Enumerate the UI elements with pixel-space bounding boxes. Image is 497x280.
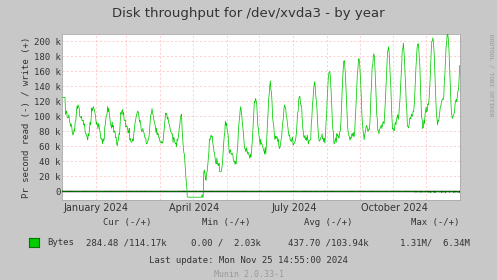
Text: Disk throughput for /dev/xvda3 - by year: Disk throughput for /dev/xvda3 - by year: [112, 7, 385, 20]
Text: Bytes: Bytes: [47, 238, 74, 247]
Y-axis label: Pr second read (-) / write (+): Pr second read (-) / write (+): [22, 36, 31, 197]
Text: 1.31M/  6.34M: 1.31M/ 6.34M: [400, 238, 470, 247]
Text: 0.00 /  2.03k: 0.00 / 2.03k: [191, 238, 261, 247]
Text: Last update: Mon Nov 25 14:55:00 2024: Last update: Mon Nov 25 14:55:00 2024: [149, 256, 348, 265]
Text: 284.48 /114.17k: 284.48 /114.17k: [86, 238, 167, 247]
Text: 437.70 /103.94k: 437.70 /103.94k: [288, 238, 368, 247]
Text: Munin 2.0.33-1: Munin 2.0.33-1: [214, 270, 283, 279]
Text: RRDTOOL / TOBI OETIKER: RRDTOOL / TOBI OETIKER: [489, 34, 494, 117]
Text: Cur (-/+): Cur (-/+): [102, 218, 151, 227]
Text: Min (-/+): Min (-/+): [202, 218, 250, 227]
Text: Max (-/+): Max (-/+): [411, 218, 459, 227]
Text: Avg (-/+): Avg (-/+): [304, 218, 352, 227]
